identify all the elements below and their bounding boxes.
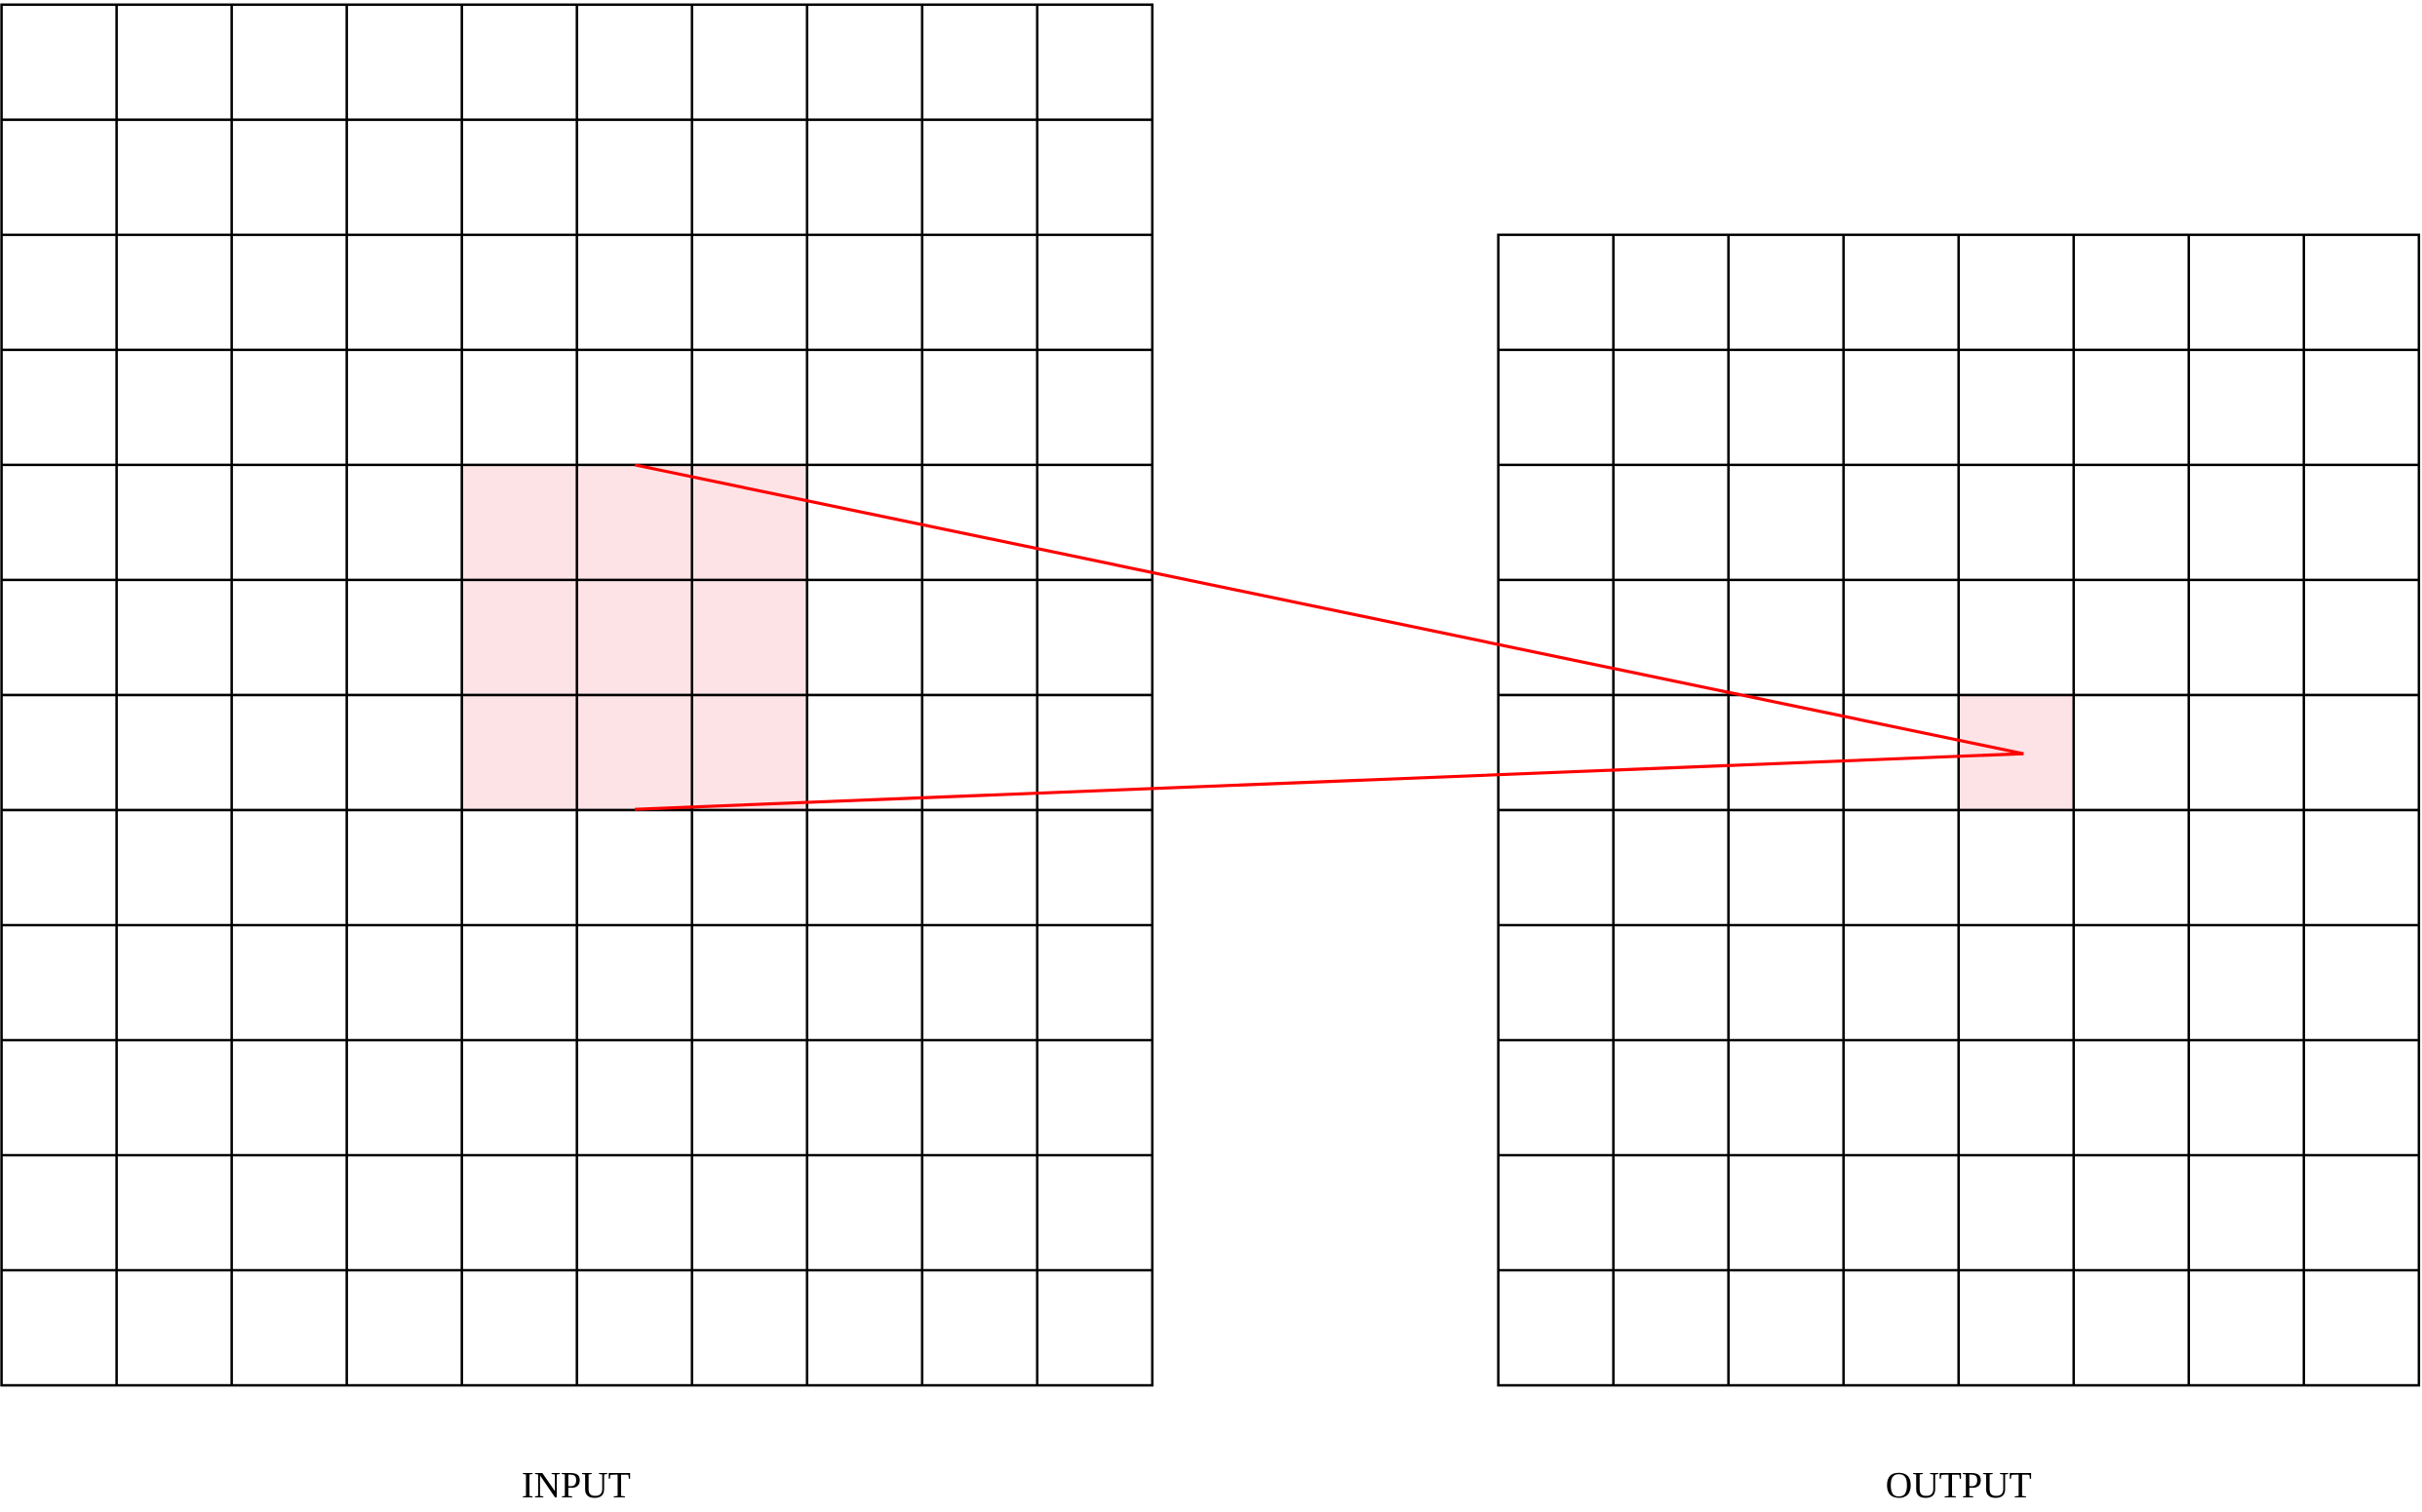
output-label: OUTPUT xyxy=(1886,1465,2032,1506)
input-grid-frame xyxy=(0,3,1154,1387)
grids xyxy=(0,3,2421,1387)
receptive-field xyxy=(461,464,807,810)
input-label: INPUT xyxy=(522,1465,631,1506)
output-grid-frame xyxy=(1497,233,2421,1387)
projection-lines xyxy=(634,463,2024,811)
